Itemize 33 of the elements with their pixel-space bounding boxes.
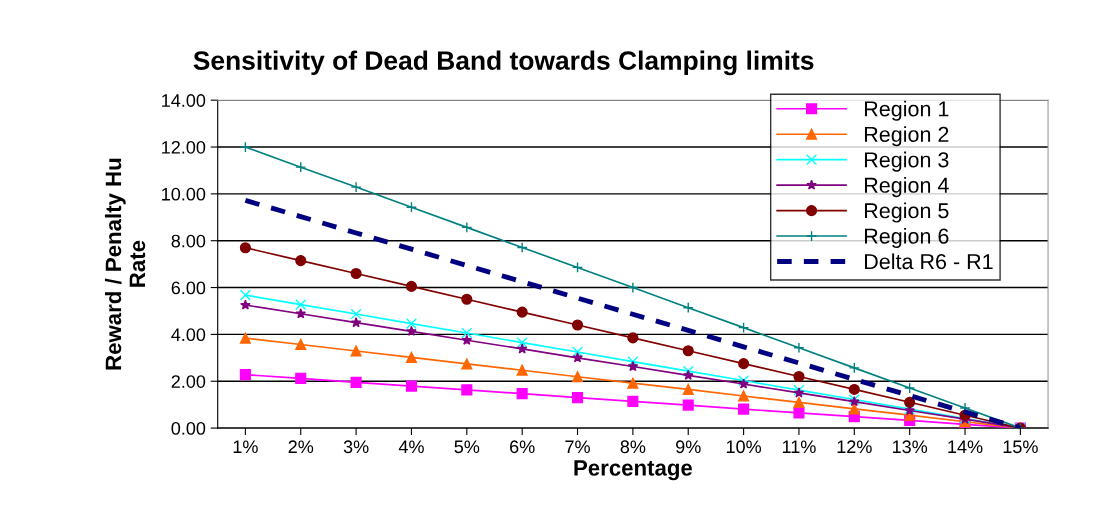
x-tick-label: 3% <box>343 440 369 454</box>
x-tick-label: 6% <box>510 440 535 454</box>
legend-label: Region 1 <box>865 100 949 121</box>
x-tick-label: 4% <box>398 440 424 454</box>
x-tick-label: 2% <box>288 440 314 454</box>
y-tick-label: 2.00 <box>171 375 206 388</box>
x-tick-label: 7% <box>565 440 590 454</box>
y-tick-label: 8.00 <box>171 234 206 248</box>
x-tick-label: 9% <box>676 440 701 454</box>
x-tick-label: 10% <box>726 440 762 454</box>
legend-label: Delta R6 - R1 <box>865 253 993 270</box>
legend-label: Region 5 <box>865 202 949 223</box>
x-tick-label: 8% <box>620 440 646 454</box>
x-tick-label: 1% <box>233 440 258 454</box>
y-tick-label: 12.00 <box>162 140 206 154</box>
x-tick-label: 14% <box>948 440 983 454</box>
legend-label: Region 2 <box>865 126 949 147</box>
y-tick-label: 14.00 <box>162 94 206 107</box>
y-tick-label: 4.00 <box>171 328 206 342</box>
x-tick-label: 12% <box>837 440 872 454</box>
x-axis-title: Percentage <box>574 460 693 481</box>
y-tick-label: 10.00 <box>162 187 206 201</box>
x-tick-label: 5% <box>454 440 480 454</box>
x-tick-label: 11% <box>782 440 816 454</box>
chart-title: Sensitivity of Dead Band towards Clamping limits <box>193 50 814 76</box>
legend-label: Region 6 <box>865 227 949 249</box>
y-axis-title: Reward / Penalty Hu Rate <box>104 158 146 370</box>
y-tick-label: 6.00 <box>171 281 206 295</box>
x-tick-label: 13% <box>892 440 928 454</box>
y-tick-label: 0.00 <box>171 422 206 435</box>
x-tick-label: 15% <box>1003 440 1038 454</box>
legend-label: Region 3 <box>865 151 949 172</box>
legend-label: Region 4 <box>865 177 949 198</box>
